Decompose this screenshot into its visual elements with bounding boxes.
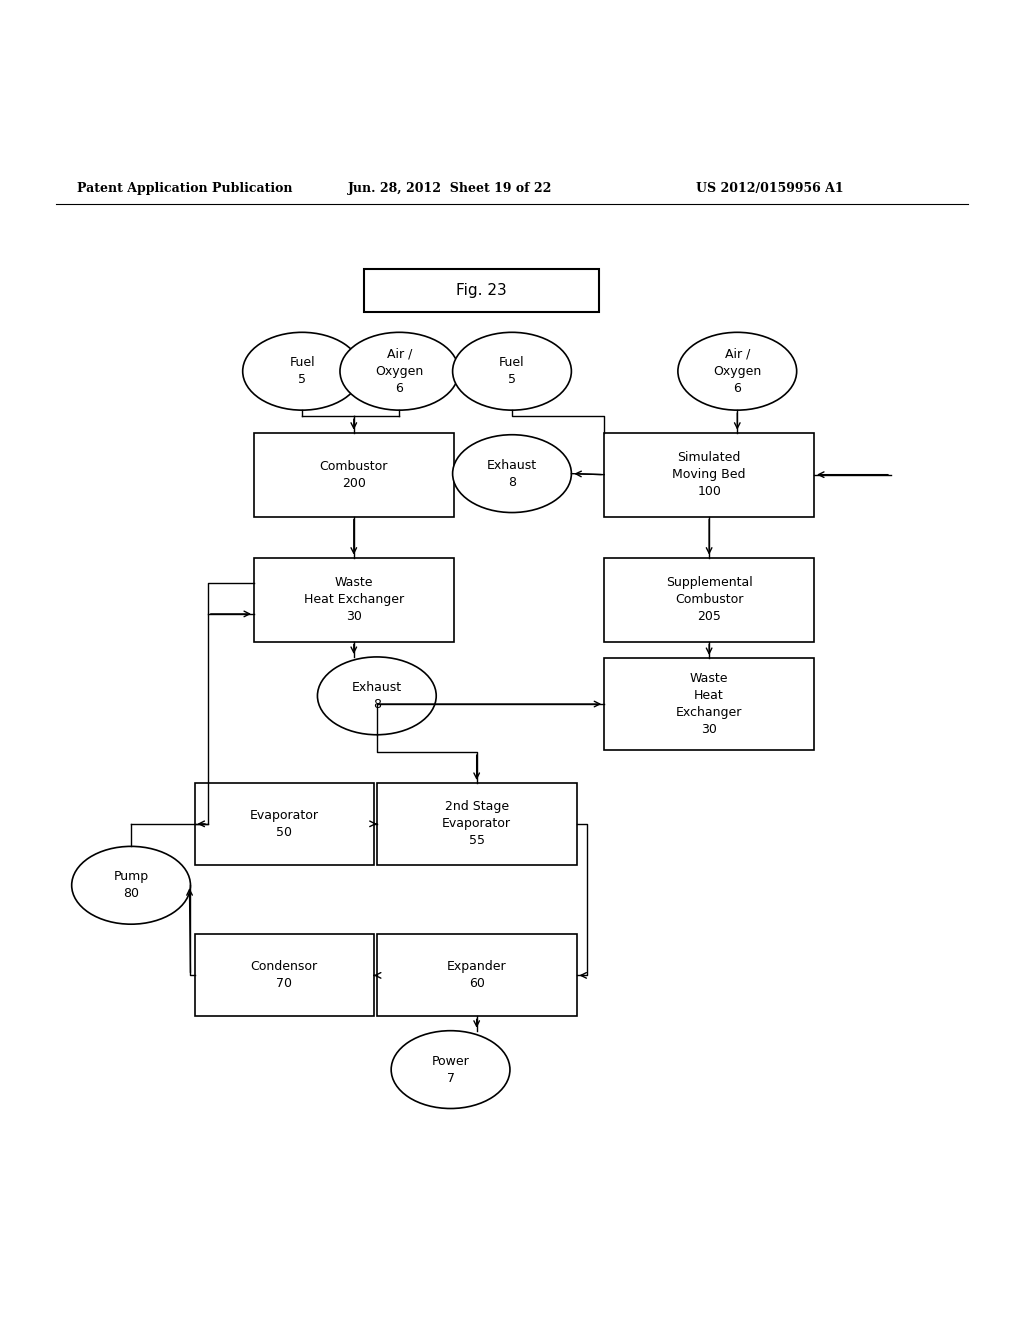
Text: Waste
Heat
Exchanger
30: Waste Heat Exchanger 30 <box>676 672 742 737</box>
Bar <box>604 433 814 516</box>
Text: Supplemental
Combustor
205: Supplemental Combustor 205 <box>666 576 753 623</box>
Bar <box>377 935 577 1016</box>
Bar <box>195 935 374 1016</box>
Bar <box>195 783 374 865</box>
Ellipse shape <box>453 333 571 411</box>
Text: Air /
Oxygen
6: Air / Oxygen 6 <box>713 347 762 395</box>
Bar <box>377 783 577 865</box>
Text: Combustor
200: Combustor 200 <box>319 459 388 490</box>
Text: Waste
Heat Exchanger
30: Waste Heat Exchanger 30 <box>304 576 403 623</box>
Text: Jun. 28, 2012  Sheet 19 of 22: Jun. 28, 2012 Sheet 19 of 22 <box>348 182 553 195</box>
Text: Air /
Oxygen
6: Air / Oxygen 6 <box>375 347 424 395</box>
Text: Evaporator
50: Evaporator 50 <box>250 809 318 838</box>
Text: Pump
80: Pump 80 <box>114 870 148 900</box>
Text: Expander
60: Expander 60 <box>446 961 507 990</box>
Text: Fig. 23: Fig. 23 <box>456 282 507 298</box>
Ellipse shape <box>453 434 571 512</box>
Ellipse shape <box>243 333 361 411</box>
Ellipse shape <box>391 1031 510 1109</box>
Bar <box>254 557 454 642</box>
Text: Exhaust
8: Exhaust 8 <box>352 681 401 711</box>
Text: Condensor
70: Condensor 70 <box>251 961 317 990</box>
Text: Fuel
5: Fuel 5 <box>289 356 315 387</box>
Text: Power
7: Power 7 <box>432 1055 469 1085</box>
Text: Exhaust
8: Exhaust 8 <box>487 458 537 488</box>
Text: Simulated
Moving Bed
100: Simulated Moving Bed 100 <box>673 451 745 498</box>
Text: US 2012/0159956 A1: US 2012/0159956 A1 <box>696 182 844 195</box>
Ellipse shape <box>317 657 436 735</box>
Text: 2nd Stage
Evaporator
55: 2nd Stage Evaporator 55 <box>442 800 511 847</box>
Bar <box>254 433 454 516</box>
Ellipse shape <box>678 333 797 411</box>
Bar <box>364 269 599 312</box>
Bar <box>604 557 814 642</box>
Text: Fuel
5: Fuel 5 <box>499 356 525 387</box>
Ellipse shape <box>72 846 190 924</box>
Text: Patent Application Publication: Patent Application Publication <box>77 182 292 195</box>
Ellipse shape <box>340 333 459 411</box>
Bar <box>604 657 814 750</box>
